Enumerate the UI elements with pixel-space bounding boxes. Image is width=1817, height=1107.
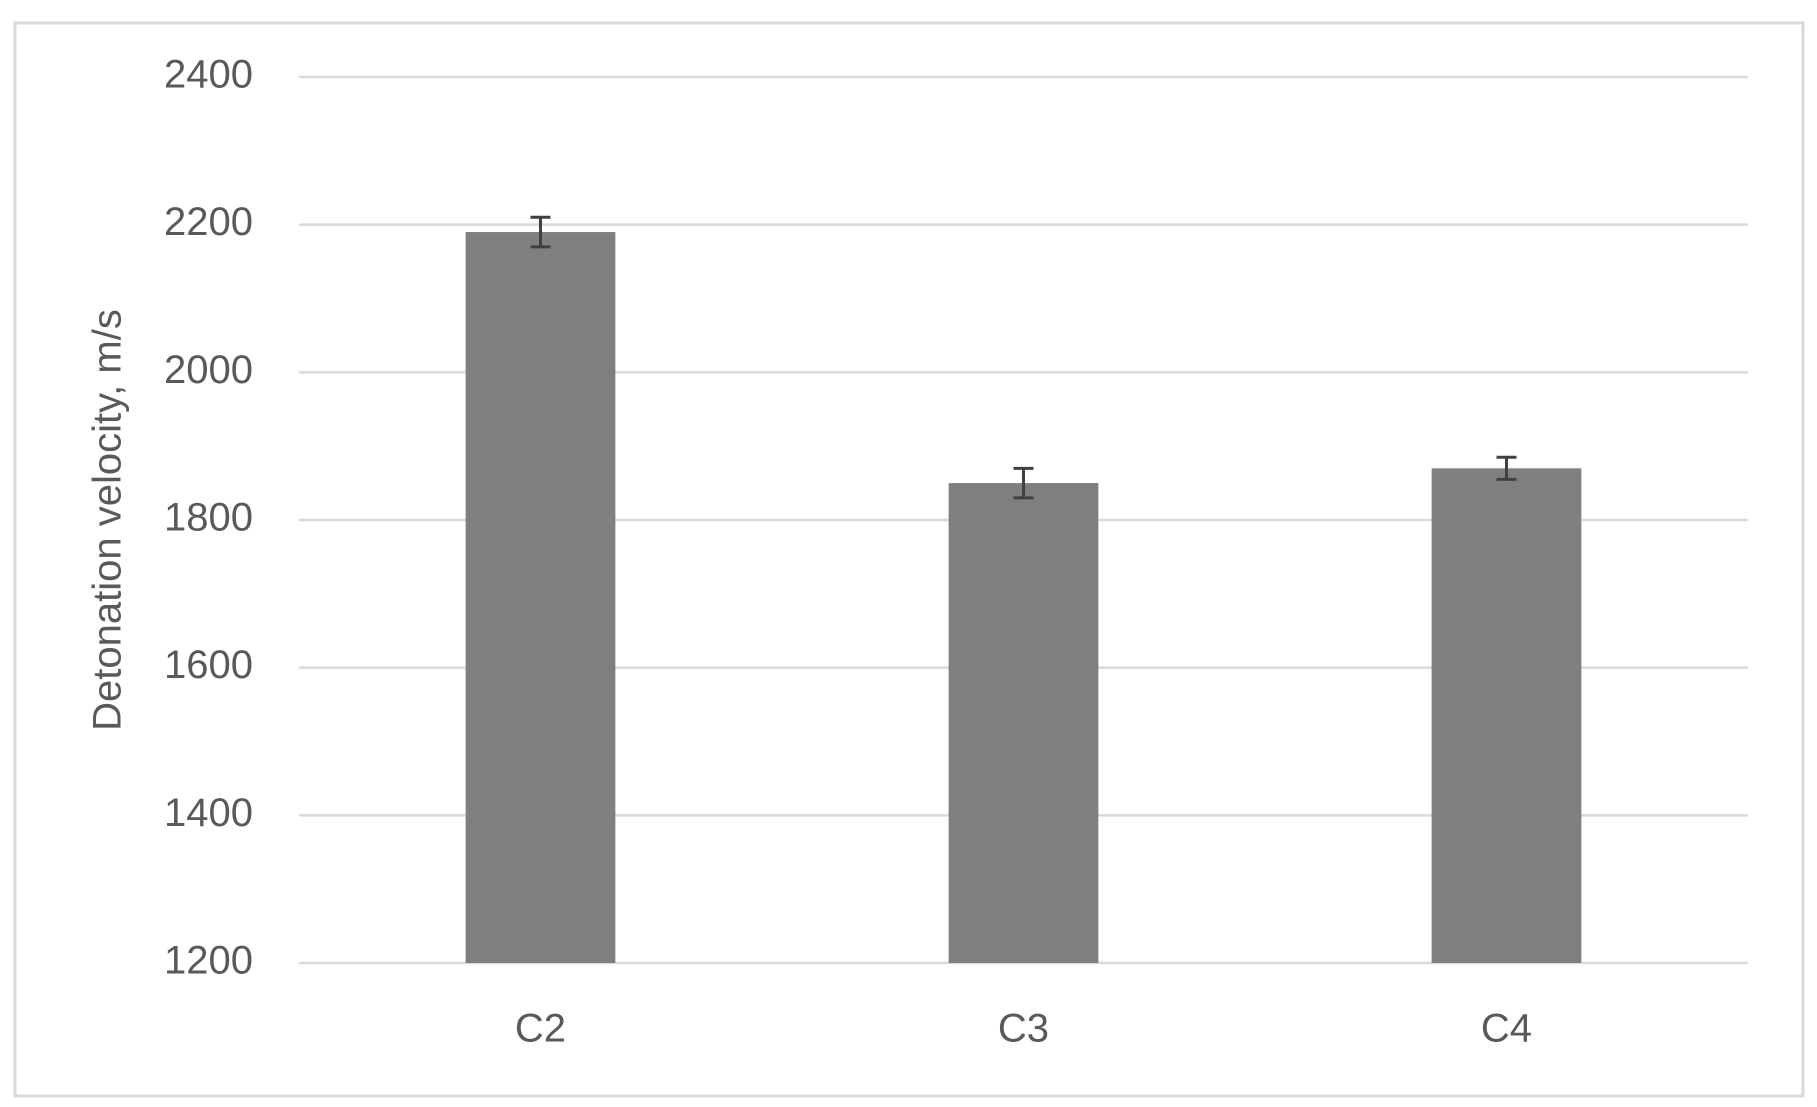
y-tick-label: 1200: [164, 939, 253, 983]
y-tick-label: 1600: [164, 643, 253, 687]
x-tick-label: C4: [1481, 1007, 1532, 1051]
y-axis-title: Detonation velocity, m/s: [86, 309, 130, 731]
bar: [465, 232, 616, 964]
y-tick-label: 2400: [164, 53, 253, 97]
y-tick-label: 1800: [164, 496, 253, 540]
error-bar: [1013, 466, 1034, 500]
x-tick-label: C2: [515, 1007, 566, 1051]
x-tick-label: C3: [998, 1007, 1049, 1051]
error-bar: [530, 215, 551, 249]
y-tick-label: 2200: [164, 200, 253, 244]
bar: [1431, 468, 1582, 963]
bar: [948, 483, 1099, 963]
y-tick-label: 2000: [164, 348, 253, 392]
error-bar: [1496, 455, 1517, 481]
y-tick-label: 1400: [164, 791, 253, 835]
